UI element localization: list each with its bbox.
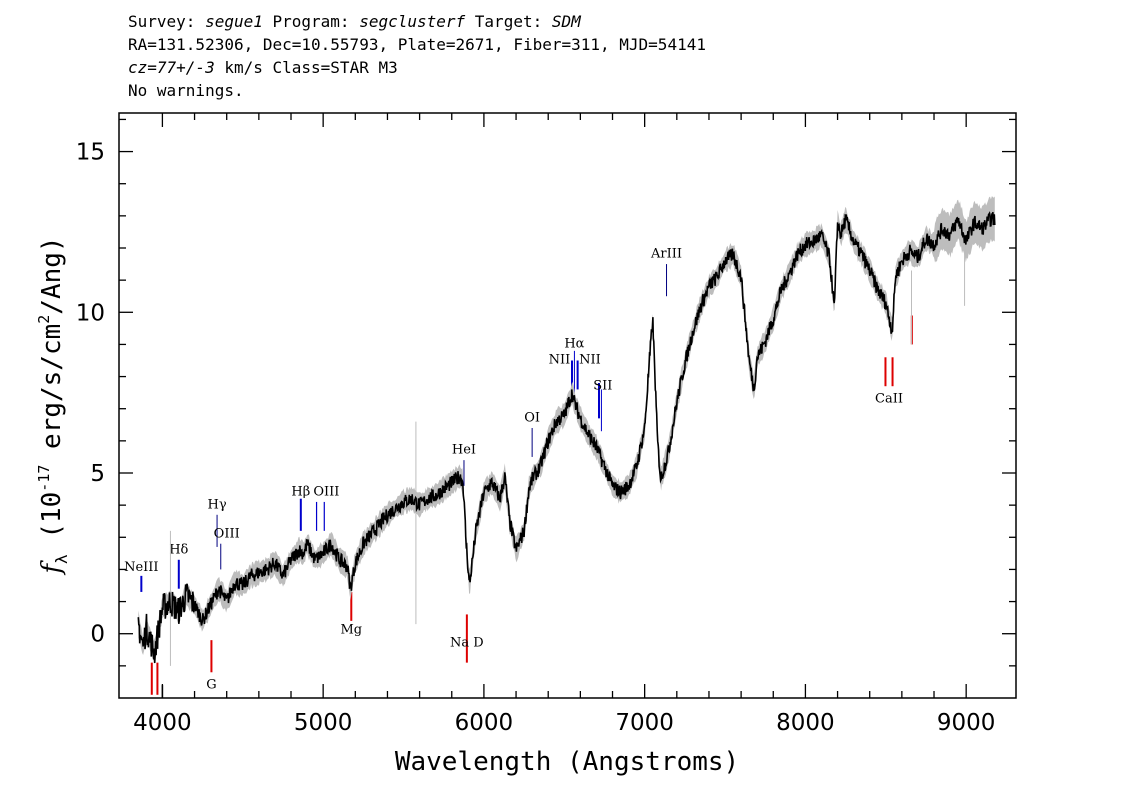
flux-line xyxy=(137,211,996,664)
emission-line-label: SII xyxy=(593,378,612,393)
emission-line-label: OIII xyxy=(214,526,240,541)
emission-line-label: NII xyxy=(549,353,571,368)
x-tick-label: 7000 xyxy=(615,710,674,736)
x-tick-label: 8000 xyxy=(776,710,835,736)
x-tick-label: 9000 xyxy=(937,710,996,736)
emission-line-label: Hδ xyxy=(169,542,188,557)
error-band xyxy=(138,196,995,666)
spectrum-header: Survey: segue1 Program: segclusterf Targ… xyxy=(128,10,706,102)
absorption-line-label: CaII xyxy=(875,391,903,406)
program-value: segclusterf xyxy=(359,12,466,31)
flux-series xyxy=(137,211,996,664)
emission-line-label: OI xyxy=(524,411,540,426)
absorption-line-label: Mg xyxy=(340,623,362,638)
y-tick-label: 10 xyxy=(76,300,105,326)
absorption-line-label: Na D xyxy=(450,636,484,651)
emission-line-label: NII xyxy=(579,353,601,368)
y-tick-label: 0 xyxy=(90,622,105,648)
x-tick-label: 5000 xyxy=(294,710,353,736)
emission-line-label: OIII xyxy=(313,485,339,500)
header-line-coordinates: RA=131.52306, Dec=10.55793, Plate=2671, … xyxy=(128,35,706,54)
axis-ticks: 4000 5000 6000 7000 8000 9000 0 5 10 15 xyxy=(76,113,1016,736)
y-tick-label: 5 xyxy=(90,461,105,487)
y-axis-title: fλ (10-17 erg/s/cm2/Ang) xyxy=(35,236,71,575)
x-axis-title: Wavelength (Angstroms) xyxy=(395,747,739,777)
survey-value: segue1 xyxy=(205,12,263,31)
x-tick-label: 4000 xyxy=(133,710,192,736)
cz-value: cz=77+/-3 xyxy=(128,58,215,77)
header-line-survey: Survey: segue1 Program: segclusterf Targ… xyxy=(128,12,581,31)
header-line-warnings: No warnings. xyxy=(128,81,244,100)
emission-line-label: NeIII xyxy=(124,560,158,575)
header-line-redshift: cz=77+/-3 km/s Class=STAR M3 xyxy=(128,58,398,77)
plot-frame xyxy=(118,112,1017,699)
emission-line-label: Hβ xyxy=(291,485,310,500)
emission-line-label: Hγ xyxy=(208,497,227,512)
error-envelope xyxy=(138,196,995,665)
absorption-line-label: G xyxy=(206,677,216,692)
target-value: SDM xyxy=(551,12,581,31)
emission-line-label: Hα xyxy=(564,337,584,352)
y-tick-label: 15 xyxy=(76,140,105,166)
x-tick-label: 6000 xyxy=(455,710,514,736)
emission-line-label: HeI xyxy=(452,443,476,458)
emission-line-label: ArIII xyxy=(650,247,682,262)
